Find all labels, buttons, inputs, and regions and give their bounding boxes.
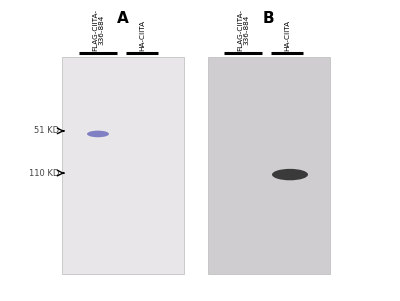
- Bar: [208, 57, 330, 274]
- Bar: [62, 57, 184, 274]
- Text: 51 KD: 51 KD: [34, 126, 59, 135]
- Text: A: A: [117, 11, 129, 26]
- Ellipse shape: [272, 169, 308, 180]
- Text: 110 KD: 110 KD: [29, 169, 59, 178]
- Text: FLAG-CIITA-
336-884: FLAG-CIITA- 336-884: [92, 9, 104, 51]
- Text: HA-CIITA: HA-CIITA: [139, 20, 145, 51]
- Text: HA-CIITA: HA-CIITA: [284, 20, 290, 51]
- Text: FLAG-CIITA-
336-884: FLAG-CIITA- 336-884: [237, 9, 250, 51]
- Text: B: B: [263, 11, 275, 26]
- Ellipse shape: [87, 131, 109, 137]
